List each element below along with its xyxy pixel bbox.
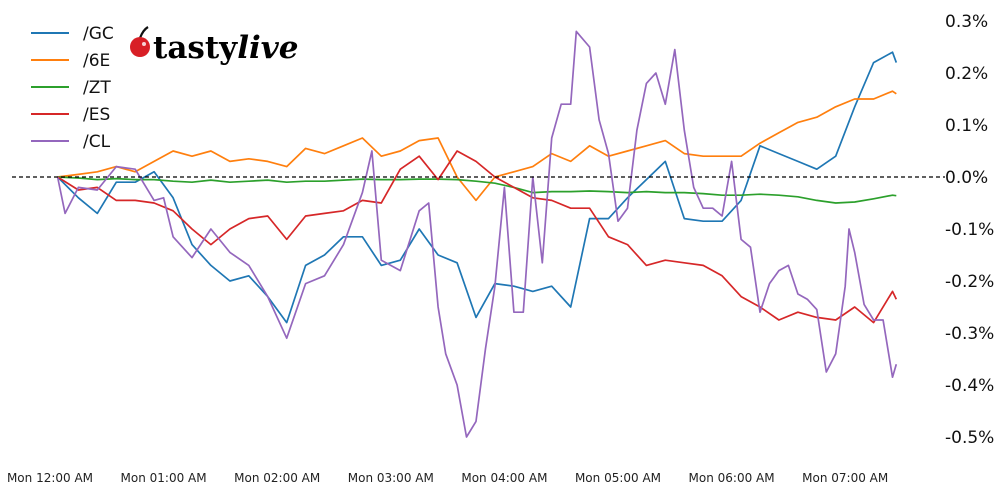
y-tick-label: -0.2% <box>945 272 994 292</box>
y-tick-label: -0.5% <box>945 428 994 448</box>
series-line-6e <box>57 90 897 202</box>
x-tick-label: Mon 12:00 AM <box>7 471 93 485</box>
x-tick-label: Mon 07:00 AM <box>802 471 888 485</box>
x-tick-label: Mon 02:00 AM <box>234 471 320 485</box>
x-tick-label: Mon 04:00 AM <box>461 471 547 485</box>
legend-label: /CL <box>83 132 111 152</box>
y-tick-label: -0.4% <box>945 376 994 396</box>
series-line-zt <box>57 176 897 204</box>
legend-label: /6E <box>83 51 110 71</box>
logo-text: tastylive <box>153 30 299 66</box>
y-tick-label: -0.3% <box>945 324 994 344</box>
legend-label: /ES <box>83 105 110 125</box>
y-tick-label: -0.1% <box>945 220 994 240</box>
cherry-icon <box>130 26 150 57</box>
y-axis-ticks: 0.3% 0.2% 0.1% 0.0% -0.1% -0.2% -0.3% -0.4% -0.5… <box>945 12 994 448</box>
series-line-es <box>57 150 898 324</box>
series-line-gc <box>56 51 898 324</box>
x-tick-label: Mon 06:00 AM <box>689 471 775 485</box>
legend: /GC/6E/ZT/ES/CL <box>31 24 114 152</box>
y-tick-label: 0.0% <box>945 168 988 188</box>
y-tick-label: 0.3% <box>945 12 988 32</box>
y-tick-label: 0.1% <box>945 116 988 136</box>
y-tick-label: 0.2% <box>945 64 988 84</box>
x-tick-label: Mon 05:00 AM <box>575 471 661 485</box>
legend-label: /GC <box>83 24 114 44</box>
x-tick-label: Mon 03:00 AM <box>348 471 434 485</box>
series-lines <box>56 30 898 438</box>
x-axis-ticks: Mon 12:00 AM Mon 01:00 AM Mon 02:00 AM Mon … <box>7 471 888 485</box>
legend-label: /ZT <box>83 78 111 98</box>
series-line-cl <box>56 30 898 438</box>
tastylive-logo: tastylive <box>130 26 299 66</box>
x-tick-label: Mon 01:00 AM <box>121 471 207 485</box>
